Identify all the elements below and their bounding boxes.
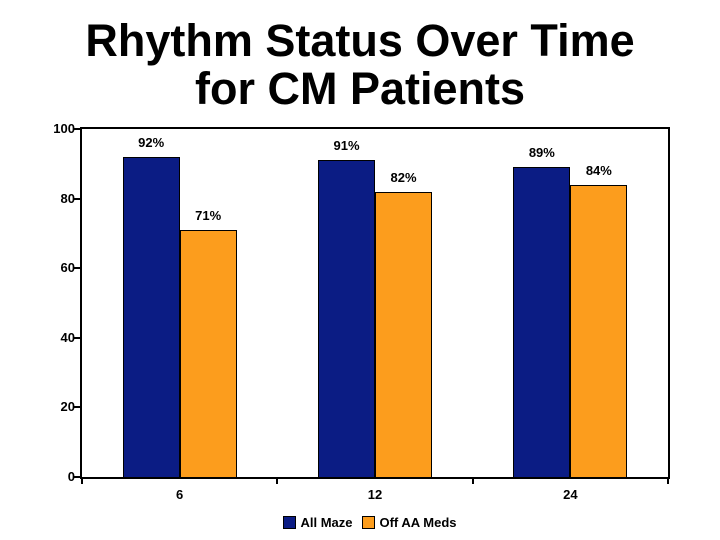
legend-label-off-aa-meds: Off AA Meds <box>379 515 457 530</box>
legend-swatch-all-maze <box>283 516 297 529</box>
chart: 100 80 60 40 20 0 6 12 24 92% 71% 91% 82% 89% 84% Al… <box>35 106 705 540</box>
y-tick-mark <box>74 128 80 130</box>
y-tick-label-80: 80 <box>60 190 75 206</box>
bar-label-off-aa-meds-12: 82% <box>390 169 417 185</box>
y-tick-mark <box>74 476 80 478</box>
y-tick-label-20: 20 <box>60 399 75 415</box>
bar-label-off-aa-meds-24: 84% <box>585 162 612 178</box>
legend-label-all-maze: All Maze <box>300 515 353 530</box>
y-tick-label-40: 40 <box>60 329 75 345</box>
y-tick-mark <box>74 197 80 200</box>
bar-label-all-maze-6: 92% <box>138 134 165 150</box>
x-tick-label-6: 6 <box>176 487 184 502</box>
y-tick-mark <box>74 267 80 270</box>
legend: All Maze Off AA Meds <box>35 515 705 530</box>
y-tick-label-100: 100 <box>53 121 75 136</box>
bar-all-maze-6 <box>122 156 180 477</box>
bar-label-off-aa-meds-6: 71% <box>195 207 222 223</box>
y-tick-mark <box>74 336 80 339</box>
y-tick-label-0: 0 <box>67 469 75 484</box>
y-tick-label-60: 60 <box>60 260 75 276</box>
legend-item-all-maze: All Maze <box>283 515 352 530</box>
bar-all-maze-24 <box>513 167 571 477</box>
x-tick-label-12: 12 <box>367 487 383 502</box>
slide-title: Rhythm Status Over Time for CM Patients <box>0 17 720 113</box>
bar-label-all-maze-12: 91% <box>333 138 360 154</box>
x-tick-mark <box>667 479 669 484</box>
bar-off-aa-meds-12 <box>375 191 432 477</box>
x-tick-mark <box>471 479 474 484</box>
legend-swatch-off-aa-meds <box>362 516 376 529</box>
bar-label-all-maze-24: 89% <box>528 145 555 161</box>
x-tick-mark <box>276 479 279 484</box>
bar-all-maze-12 <box>318 160 375 477</box>
x-tick-mark <box>81 479 83 484</box>
bar-off-aa-meds-24 <box>570 184 628 477</box>
bar-off-aa-meds-6 <box>179 229 237 477</box>
legend-item-off-aa-meds: Off AA Meds <box>362 515 457 530</box>
slide-title-line1: Rhythm Status Over Time <box>85 15 635 66</box>
slide-title-line2: for CM Patients <box>194 63 526 114</box>
y-tick-mark <box>74 406 80 409</box>
x-tick-label-24: 24 <box>563 487 578 502</box>
